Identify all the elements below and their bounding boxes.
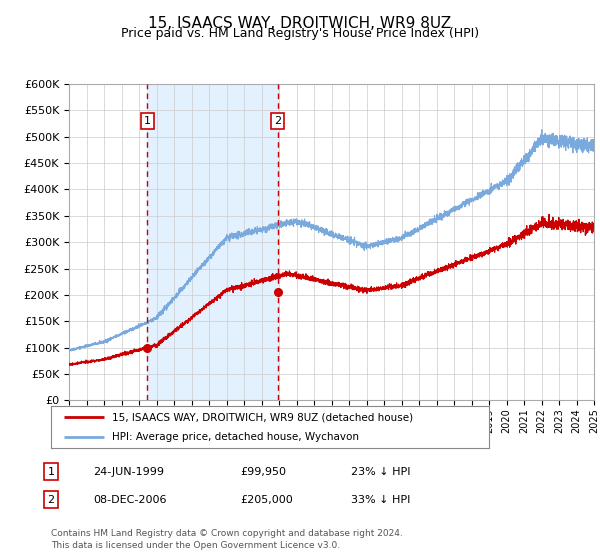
- Text: £99,950: £99,950: [240, 466, 286, 477]
- Text: £205,000: £205,000: [240, 494, 293, 505]
- Text: Contains HM Land Registry data © Crown copyright and database right 2024.
This d: Contains HM Land Registry data © Crown c…: [51, 529, 403, 550]
- Text: Price paid vs. HM Land Registry's House Price Index (HPI): Price paid vs. HM Land Registry's House …: [121, 27, 479, 40]
- Text: 2: 2: [274, 116, 281, 126]
- Text: 1: 1: [144, 116, 151, 126]
- Text: 15, ISAACS WAY, DROITWICH, WR9 8UZ: 15, ISAACS WAY, DROITWICH, WR9 8UZ: [148, 16, 452, 31]
- Text: 23% ↓ HPI: 23% ↓ HPI: [351, 466, 410, 477]
- Text: 2: 2: [47, 494, 55, 505]
- Bar: [148, 84, 278, 400]
- Text: 08-DEC-2006: 08-DEC-2006: [93, 494, 167, 505]
- Text: 1: 1: [47, 466, 55, 477]
- Text: 15, ISAACS WAY, DROITWICH, WR9 8UZ (detached house): 15, ISAACS WAY, DROITWICH, WR9 8UZ (deta…: [112, 412, 413, 422]
- Text: 24-JUN-1999: 24-JUN-1999: [93, 466, 164, 477]
- Text: 33% ↓ HPI: 33% ↓ HPI: [351, 494, 410, 505]
- Text: HPI: Average price, detached house, Wychavon: HPI: Average price, detached house, Wych…: [112, 432, 359, 442]
